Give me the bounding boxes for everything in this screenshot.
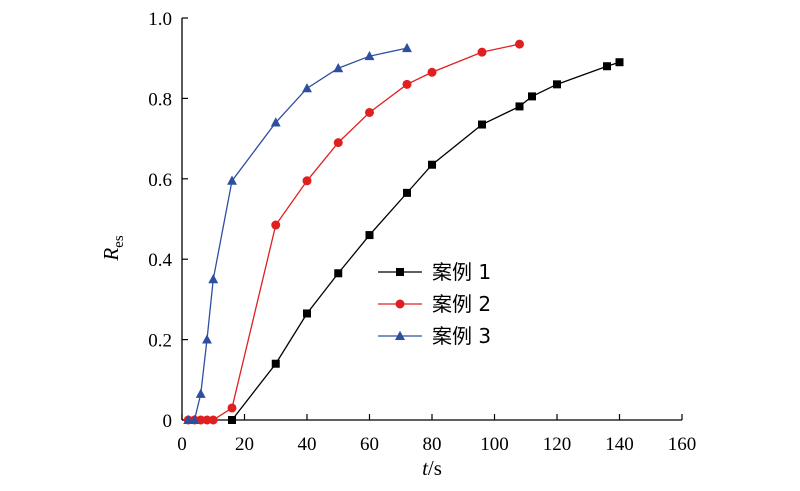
- x-tick-label: 160: [668, 434, 697, 455]
- y-tick-label: 0.6: [148, 170, 172, 191]
- data-point-triangle: [227, 175, 237, 185]
- data-point-circle: [208, 415, 218, 425]
- legend: 案例 1 案例 2 案例 3: [378, 260, 491, 348]
- x-ticks: 0 20 40 60 80 100 120 140 160: [177, 414, 696, 455]
- y-tick-label: 0.2: [148, 331, 172, 352]
- x-axis-symbol: t: [422, 456, 429, 480]
- series-layer: [183, 39, 624, 425]
- legend-label: 案例 2: [432, 292, 491, 316]
- axes: [181, 18, 682, 421]
- data-point-circle: [402, 79, 412, 89]
- data-point-square: [271, 359, 280, 368]
- data-point-triangle: [302, 83, 312, 93]
- data-point-circle: [365, 107, 374, 117]
- y-axis-subscript: es: [111, 235, 127, 248]
- data-point-circle: [515, 39, 524, 49]
- data-point-triangle: [395, 330, 405, 340]
- y-tick-label: 1.0: [148, 9, 172, 30]
- y-tick-label: 0.8: [148, 89, 172, 110]
- legend-label: 案例 1: [432, 260, 491, 284]
- data-point-square: [428, 160, 436, 169]
- data-point-square: [603, 62, 611, 71]
- data-point-circle: [271, 220, 281, 230]
- y-axis-title: Res: [99, 235, 127, 261]
- x-axis-unit: /s: [428, 456, 442, 480]
- y-axis-symbol: R: [99, 248, 123, 262]
- x-tick-label: 20: [235, 434, 254, 455]
- y-tick-label: 0: [163, 411, 173, 432]
- data-point-square: [334, 269, 343, 278]
- data-point-circle: [202, 415, 212, 425]
- data-point-square: [478, 120, 486, 129]
- y-tick-label: 0.4: [148, 250, 172, 271]
- data-point-square: [228, 416, 236, 424]
- data-point-square: [615, 58, 624, 67]
- data-point-circle: [427, 67, 437, 77]
- data-point-triangle: [183, 414, 194, 424]
- legend-label: 案例 3: [432, 324, 491, 348]
- data-point-square: [553, 80, 561, 89]
- x-tick-label: 60: [360, 434, 379, 455]
- data-point-triangle: [270, 117, 281, 127]
- data-point-square: [365, 231, 374, 240]
- data-point-square: [303, 309, 311, 318]
- legend-item-2: 案例 2: [378, 292, 491, 316]
- data-point-circle: [395, 299, 405, 309]
- x-tick-label: 80: [423, 434, 442, 455]
- data-point-square: [515, 102, 524, 111]
- series-2: [183, 39, 524, 425]
- series-line: [188, 43, 520, 421]
- data-point-triangle: [189, 414, 200, 424]
- x-tick-label: 100: [480, 434, 509, 455]
- data-point-circle: [227, 403, 237, 413]
- x-tick-label: 140: [605, 434, 634, 455]
- data-point-triangle: [202, 334, 212, 344]
- data-point-square: [528, 92, 536, 101]
- data-point-triangle: [208, 274, 219, 284]
- x-tick-label: 40: [298, 434, 317, 455]
- legend-item-1: 案例 1: [378, 260, 491, 284]
- y-ticks: 0 0.2 0.4 0.6 0.8 1.0: [148, 9, 188, 432]
- data-point-square: [396, 268, 404, 276]
- x-tick-label: 0: [177, 434, 187, 455]
- series-1: [228, 58, 624, 424]
- data-point-circle: [302, 176, 312, 186]
- data-point-square: [403, 188, 411, 197]
- series-3: [183, 42, 412, 424]
- x-tick-label: 120: [543, 434, 572, 455]
- legend-item-3: 案例 3: [378, 324, 491, 348]
- data-point-circle: [477, 47, 487, 57]
- series-line: [231, 61, 620, 421]
- data-point-triangle: [195, 388, 206, 398]
- data-point-circle: [333, 138, 343, 148]
- x-axis-title: t/s: [422, 456, 442, 480]
- data-point-triangle: [402, 42, 412, 53]
- data-point-triangle: [333, 62, 344, 73]
- data-point-triangle: [364, 50, 375, 61]
- series-line: [188, 47, 408, 421]
